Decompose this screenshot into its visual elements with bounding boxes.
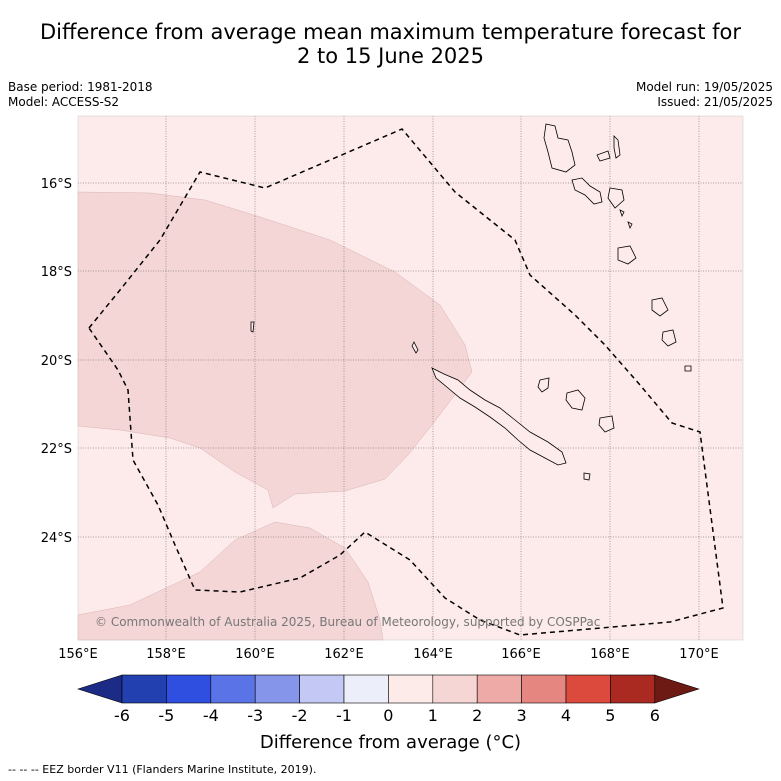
colorbar-tick-label: 5 [605,706,616,725]
island-espiritu-santo [543,123,576,173]
map-frame [77,115,744,641]
island-small-1 [619,209,625,218]
lon-label-156e: 156°E [58,647,98,662]
lat-labels: 16°S 18°S 20°S 22°S 24°S [41,177,72,546]
meta-right: Model run: 19/05/2025 Issued: 21/05/2025 [636,80,773,110]
colorbar-tick-label: 4 [560,706,572,725]
island-isle-of-pines [583,472,591,481]
title-line-1: Difference from average mean maximum tem… [40,20,741,44]
colorbar-swatch [432,674,478,704]
colorbar-swatch [476,674,522,704]
colorbar-swatch [210,674,256,704]
colorbar-swatch [388,674,434,704]
colorbar-extend-high [654,674,700,704]
colorbar-tick-label: -2 [291,706,308,725]
island-small-2 [627,221,633,230]
model-run: Model run: 19/05/2025 [635,80,773,94]
colorbar-label: Difference from average (°C) [259,732,522,753]
island-chesterfield [250,321,255,333]
lat-label-24s: 24°S [41,531,72,546]
colorbar-tick-label: 6 [649,706,660,725]
colorbar-tick-label: 0 [383,706,394,725]
lat-label-16s: 16°S [41,177,72,192]
island-tanna [661,329,677,347]
colorbar-swatch [254,674,300,704]
lat-label-20s: 20°S [41,354,72,369]
chart-title: Difference from average mean maximum tem… [0,20,781,68]
lon-label-158e: 158°E [146,647,186,662]
lon-labels: 156°E 158°E 160°E 162°E 164°E 166°E 168°… [58,647,719,662]
lon-label-162e: 162°E [324,647,364,662]
lat-label-22s: 22°S [41,442,72,457]
lon-label-164e: 164°E [413,647,453,662]
eez-border [88,128,724,636]
colorbar-tick-label: -1 [336,706,352,725]
colorbar-swatch [610,674,656,704]
colorbar-swatch [299,674,345,704]
lon-label-168e: 168°E [590,647,630,662]
island-mare [598,415,615,433]
footnote: -- -- -- EEZ border V11 (Flanders Marine… [8,763,317,776]
colorbar-swatch [121,674,167,704]
model-name: Model: ACCESS-S2 [8,95,120,109]
colorbar-tick-label: 3 [516,706,527,725]
meta-left: Base period: 1981-2018 Model: ACCESS-S2 [8,80,153,110]
island-belep [411,341,419,354]
gridlines [78,116,743,640]
island-lifou [565,389,586,411]
colorbar-tick-label: -3 [247,706,264,725]
issued-date: Issued: 21/05/2025 [657,95,773,109]
island-ambae [613,135,621,159]
island-pentecost [607,187,625,209]
coastlines [250,123,692,481]
lon-label-166e: 166°E [501,647,541,662]
island-malo [596,150,611,162]
colorbar-swatch [565,674,611,704]
colorbar-swatch [166,674,212,704]
island-erromango [651,297,669,317]
colorbar [77,674,700,704]
colorbar-tick-label: -4 [202,706,219,725]
colorbar-swatch [521,674,567,704]
title-line-2: 2 to 15 June 2025 [296,44,485,68]
lon-label-170e: 170°E [679,647,719,662]
island-efate [617,245,637,265]
colorbar-tick-label: -6 [114,706,130,725]
island-ouvea [537,377,550,393]
colorbar-tick-label: -5 [158,706,175,725]
colorbar-swatch [343,674,389,704]
island-new-caledonia [431,367,567,466]
colorbar-tick-label: 1 [427,706,438,725]
colorbar-extend-low [77,674,123,704]
lon-label-160e: 160°E [235,647,275,662]
island-aneityum [684,365,692,372]
map-copyright: © Commonwealth of Australia 2025, Bureau… [95,615,600,629]
base-period: Base period: 1981-2018 [8,80,153,94]
lat-label-18s: 18°S [41,265,72,280]
colorbar-tick-label: 2 [472,706,483,725]
island-malakula [571,177,603,205]
